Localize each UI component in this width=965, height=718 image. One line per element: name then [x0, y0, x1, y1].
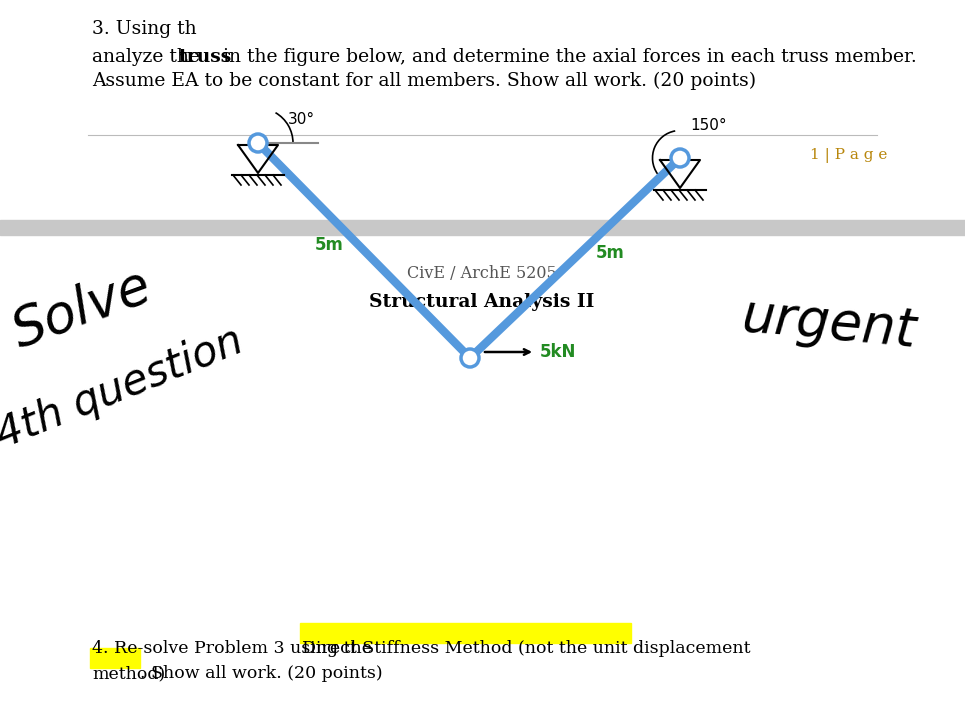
- Text: urgent: urgent: [740, 290, 919, 357]
- Text: 5kN: 5kN: [540, 343, 576, 361]
- Text: Structural Analysis II: Structural Analysis II: [370, 293, 594, 311]
- Text: 3. Using th: 3. Using th: [92, 20, 197, 38]
- Bar: [299, 623, 631, 643]
- Text: Solve: Solve: [5, 260, 158, 358]
- Text: analyze the: analyze the: [92, 48, 206, 66]
- Circle shape: [671, 149, 689, 167]
- Text: method): method): [92, 665, 165, 682]
- Text: 5m: 5m: [315, 236, 344, 254]
- Text: in the figure below, and determine the axial forces in each truss member.: in the figure below, and determine the a…: [217, 48, 917, 66]
- Text: . Show all work. (20 points): . Show all work. (20 points): [140, 665, 382, 682]
- Text: Assume EA to be constant for all members. Show all work. (20 points): Assume EA to be constant for all members…: [92, 72, 757, 90]
- Text: Direct Stiffness Method (not the unit displacement: Direct Stiffness Method (not the unit di…: [302, 640, 750, 657]
- Text: truss: truss: [179, 48, 232, 66]
- Circle shape: [461, 349, 479, 367]
- Bar: [90, 648, 140, 668]
- Text: 1 | P a g e: 1 | P a g e: [810, 148, 888, 163]
- Text: CivE / ArchE 5205: CivE / ArchE 5205: [407, 265, 557, 282]
- Text: 30°: 30°: [288, 112, 316, 127]
- Text: 5m: 5m: [595, 244, 624, 262]
- Bar: [0, 220, 965, 235]
- Circle shape: [249, 134, 267, 152]
- Text: 4th question: 4th question: [0, 320, 249, 457]
- Text: 150°: 150°: [690, 118, 727, 133]
- Text: 4. Re-solve Problem 3 using the: 4. Re-solve Problem 3 using the: [92, 640, 377, 657]
